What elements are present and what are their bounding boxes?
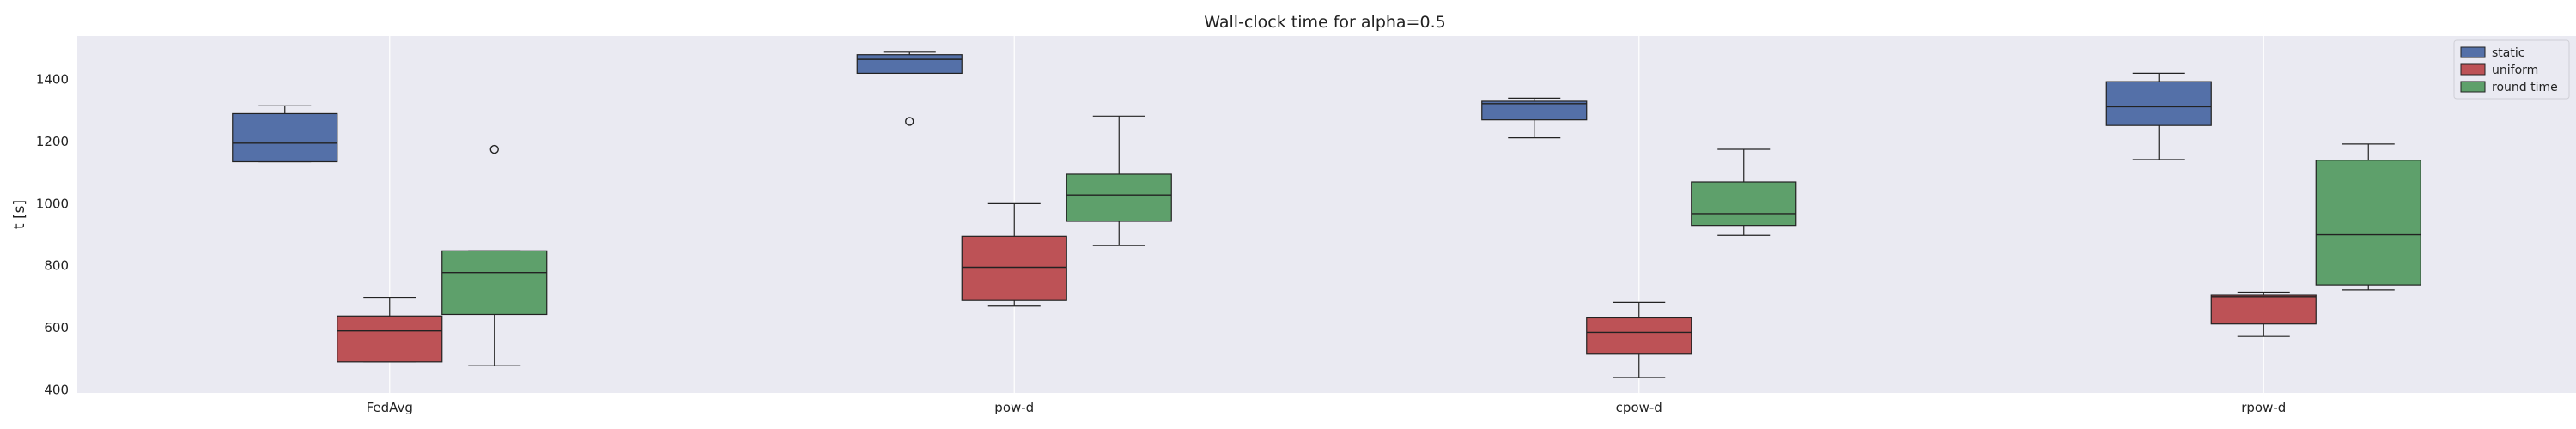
legend-label: static — [2492, 46, 2524, 60]
box — [441, 250, 548, 316]
y-tick-label: 1000 — [36, 196, 69, 211]
y-tick-label: 1400 — [36, 72, 69, 88]
chart-title: Wall-clock time for alpha=0.5 — [1204, 13, 1445, 32]
x-ticks: FedAvg pow-d cpow-d rpow-d — [367, 400, 2287, 415]
box — [1481, 100, 1588, 121]
box — [961, 235, 1067, 301]
box — [2105, 81, 2212, 126]
legend-label: uniform — [2492, 63, 2538, 77]
legend-label: round time — [2492, 81, 2558, 94]
outlier-point — [905, 117, 914, 126]
y-ticks: 400 600 800 1000 1200 1400 — [36, 72, 69, 398]
y-tick-label: 400 — [44, 382, 69, 397]
box — [2315, 160, 2421, 286]
box — [856, 54, 963, 75]
y-tick-label: 1200 — [36, 134, 69, 149]
box — [1066, 173, 1172, 222]
x-tick-label: cpow-d — [1616, 400, 1662, 415]
x-tick-label: pow-d — [994, 400, 1034, 415]
box — [1691, 181, 1797, 227]
y-tick-label: 600 — [44, 320, 69, 335]
box — [1586, 317, 1692, 355]
x-tick-label: FedAvg — [367, 400, 413, 415]
x-tick-label: rpow-d — [2241, 400, 2286, 415]
box — [232, 112, 338, 163]
legend-swatch — [2460, 46, 2486, 58]
y-axis-label: t [s] — [11, 200, 28, 229]
box — [2210, 294, 2317, 325]
legend: static uniform round time — [2453, 39, 2570, 100]
outlier-point — [489, 144, 499, 154]
legend-swatch — [2460, 81, 2486, 93]
y-tick-label: 800 — [44, 258, 69, 274]
box-series — [232, 51, 2421, 378]
legend-swatch — [2460, 63, 2486, 76]
box — [337, 315, 443, 363]
